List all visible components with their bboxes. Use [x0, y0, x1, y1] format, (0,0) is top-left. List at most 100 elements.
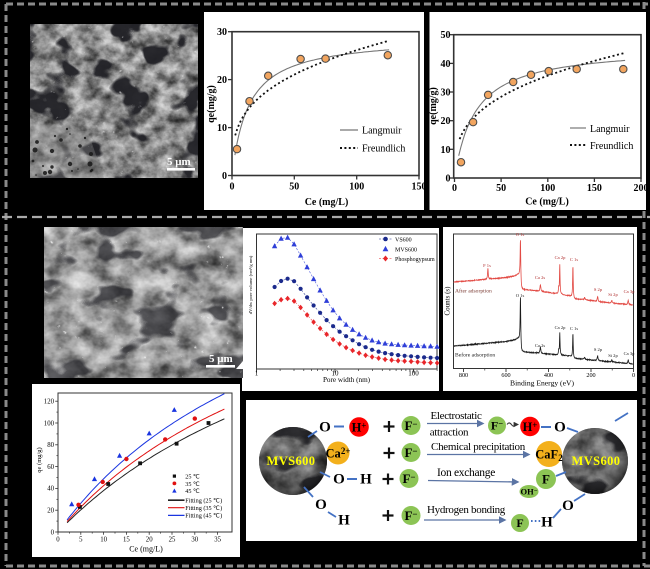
svg-text:20: 20 — [217, 75, 227, 86]
svg-text:25 ℃: 25 ℃ — [185, 474, 200, 481]
svg-text:CaF2: CaF2 — [535, 448, 563, 464]
svg-text:600: 600 — [501, 372, 510, 379]
svg-text:20: 20 — [47, 508, 54, 515]
svg-text:800: 800 — [459, 372, 468, 379]
svg-text:0: 0 — [230, 182, 235, 193]
svg-text:OH−: OH− — [521, 487, 538, 497]
svg-text:150: 150 — [412, 182, 427, 193]
svg-text:100: 100 — [540, 183, 555, 194]
svg-text:Si 2p: Si 2p — [608, 292, 618, 297]
svg-text:5 μm: 5 μm — [167, 156, 191, 168]
svg-text:Fitting (35 ℃): Fitting (35 ℃) — [185, 505, 222, 512]
svg-text:0: 0 — [446, 174, 451, 185]
svg-text:Binding Energy (eV): Binding Energy (eV) — [510, 379, 574, 388]
svg-text:30: 30 — [441, 88, 451, 99]
svg-text:30: 30 — [191, 537, 198, 544]
svg-text:Ca 3p: Ca 3p — [624, 351, 636, 356]
svg-text:MVS600: MVS600 — [572, 454, 621, 468]
svg-text:40: 40 — [47, 486, 54, 493]
svg-text:qe(mg/g): qe(mg/g) — [206, 85, 217, 123]
svg-text:Ca 2s: Ca 2s — [535, 343, 546, 348]
svg-text:Ca 2p: Ca 2p — [555, 325, 567, 330]
svg-text:10: 10 — [332, 370, 340, 378]
svg-text:VS600: VS600 — [395, 238, 412, 244]
svg-text:Fitting (45 ℃): Fitting (45 ℃) — [185, 513, 222, 520]
svg-text:35: 35 — [214, 537, 221, 544]
svg-text:0: 0 — [452, 183, 457, 194]
svg-text:45 ℃: 45 ℃ — [185, 488, 200, 495]
svg-text:attraction: attraction — [430, 427, 469, 439]
svg-text:Freundlich: Freundlich — [590, 141, 633, 152]
svg-text:H: H — [360, 472, 372, 488]
svg-text:400: 400 — [544, 372, 553, 379]
svg-text:100: 100 — [44, 420, 55, 427]
svg-text:O: O — [333, 472, 345, 488]
svg-text:Ca 2s: Ca 2s — [535, 275, 546, 280]
svg-text:50: 50 — [289, 182, 299, 193]
svg-text:Counts (s): Counts (s) — [444, 286, 452, 316]
svg-text:20: 20 — [441, 116, 451, 127]
svg-text:F: F — [516, 516, 523, 530]
svg-text:20: 20 — [146, 537, 153, 544]
svg-text:Si 2p: Si 2p — [608, 353, 618, 358]
svg-text:5: 5 — [79, 537, 83, 544]
svg-text:O 1s: O 1s — [516, 293, 525, 298]
svg-text:Freundlich: Freundlich — [362, 144, 405, 155]
svg-text:Ca 3p: Ca 3p — [624, 289, 636, 294]
svg-text:50: 50 — [441, 30, 451, 41]
svg-text:50: 50 — [496, 183, 506, 194]
svg-text:H: H — [338, 513, 350, 529]
svg-text:10: 10 — [441, 145, 451, 156]
svg-text:Langmuir: Langmuir — [362, 126, 402, 137]
svg-text:5 μm: 5 μm — [209, 353, 233, 365]
svg-text:MVS600: MVS600 — [395, 248, 417, 254]
svg-text:Hydrogen bonding: Hydrogen bonding — [427, 504, 506, 516]
svg-text:F 1s: F 1s — [483, 263, 491, 268]
svg-text:C 1s: C 1s — [570, 257, 579, 262]
svg-text:Ion exchange: Ion exchange — [437, 467, 495, 479]
svg-text:qe(mg/g): qe(mg/g) — [428, 87, 439, 125]
svg-text:100: 100 — [408, 370, 419, 378]
svg-text:15: 15 — [123, 537, 130, 544]
svg-text:S 2p: S 2p — [594, 347, 603, 352]
svg-text:C 1s: C 1s — [570, 326, 579, 331]
svg-text:Before adsorption: Before adsorption — [455, 352, 495, 359]
svg-text:Phosphogypsum: Phosphogypsum — [395, 257, 435, 263]
svg-text:Ca 2p: Ca 2p — [555, 255, 567, 260]
svg-text:MVS600: MVS600 — [267, 454, 316, 468]
svg-text:0: 0 — [51, 529, 55, 536]
svg-text:25: 25 — [169, 537, 176, 544]
svg-text:200: 200 — [586, 372, 595, 379]
svg-text:100: 100 — [349, 182, 364, 193]
svg-text:10: 10 — [100, 537, 107, 544]
svg-text:Ce (mg/L): Ce (mg/L) — [305, 197, 349, 208]
svg-text:O 1s: O 1s — [516, 232, 525, 237]
svg-text:200: 200 — [634, 183, 649, 194]
svg-text:Ce (mg/L): Ce (mg/L) — [525, 197, 569, 208]
svg-text:F: F — [542, 471, 550, 486]
svg-text:120: 120 — [44, 399, 55, 406]
svg-text:Fitting (25 ℃): Fitting (25 ℃) — [185, 498, 222, 505]
svg-text:10: 10 — [217, 123, 227, 134]
svg-text:Langmuir: Langmuir — [590, 124, 630, 135]
svg-text:150: 150 — [587, 183, 602, 194]
svg-text:0: 0 — [56, 537, 60, 544]
svg-text:Ce (mg/L): Ce (mg/L) — [129, 545, 163, 554]
svg-text:60: 60 — [47, 464, 54, 471]
svg-text:qe (mg/g): qe (mg/g) — [36, 447, 43, 472]
svg-text:O: O — [554, 420, 566, 436]
svg-text:0: 0 — [222, 171, 227, 182]
svg-text:O: O — [315, 497, 327, 513]
svg-text:1: 1 — [255, 370, 259, 378]
svg-text:30: 30 — [217, 27, 227, 38]
svg-text:Chemical precipitation: Chemical precipitation — [431, 441, 526, 453]
svg-text:Electrostatic: Electrostatic — [430, 410, 481, 422]
svg-text:80: 80 — [47, 442, 54, 449]
svg-text:O: O — [562, 498, 574, 514]
svg-text:S 2p: S 2p — [594, 287, 603, 292]
svg-text:dV/dw pore volume (cm³/g nm): dV/dw pore volume (cm³/g nm) — [248, 255, 253, 314]
svg-text:35 ℃: 35 ℃ — [185, 481, 200, 488]
svg-text:H: H — [541, 515, 553, 531]
svg-text:40: 40 — [441, 59, 451, 70]
svg-text:O: O — [319, 420, 331, 436]
